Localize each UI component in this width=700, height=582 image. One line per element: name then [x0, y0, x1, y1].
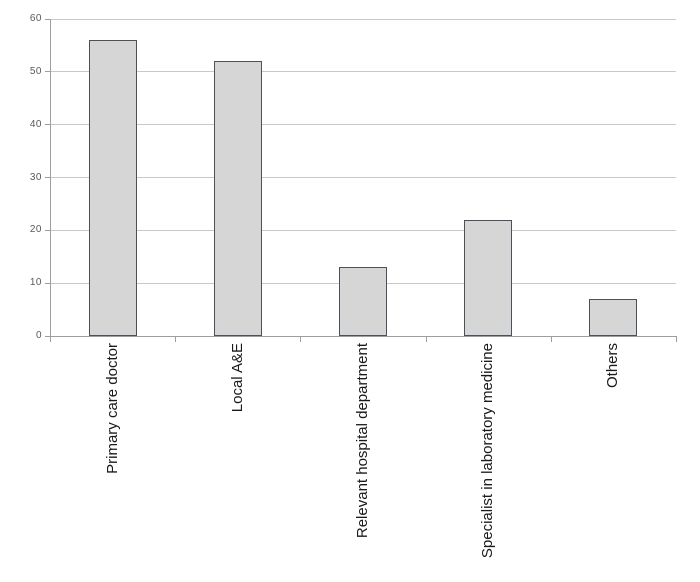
y-axis-tick	[45, 282, 50, 284]
y-gridline	[50, 177, 676, 178]
x-axis-tick	[425, 337, 427, 342]
y-axis-tick	[45, 71, 50, 73]
y-axis-tick-label: 50	[29, 65, 42, 77]
bar	[339, 267, 387, 336]
x-axis-category-label: Specialist in laboratory medicine	[479, 343, 497, 559]
y-axis-tick-label: 60	[29, 13, 42, 24]
bar	[213, 61, 262, 336]
y-axis-tick-label: 20	[29, 224, 42, 236]
x-axis-category-label: Others	[604, 343, 622, 389]
x-axis-tick	[676, 337, 677, 342]
bar	[464, 219, 513, 336]
y-axis-tick	[45, 229, 50, 231]
y-gridline	[50, 18, 676, 20]
x-axis-line	[50, 336, 677, 337]
y-gridline	[50, 124, 676, 126]
y-axis-line	[50, 19, 51, 336]
x-axis-tick	[550, 337, 552, 342]
x-axis-category-label: Local A&E	[228, 343, 246, 413]
x-axis-category-label: Relevant hospital department	[354, 343, 371, 539]
x-axis-tick	[300, 337, 302, 342]
y-gridline	[50, 229, 676, 231]
y-axis-tick-label: 40	[29, 118, 42, 130]
y-axis-tick	[45, 18, 50, 20]
y-gridline	[50, 71, 676, 73]
y-axis-tick	[45, 335, 50, 337]
x-axis-tick	[175, 337, 177, 342]
y-axis-tick	[45, 124, 50, 126]
x-axis-category-label: Primary care doctor	[103, 343, 121, 474]
y-axis-tick	[45, 177, 50, 178]
bar	[589, 299, 638, 336]
y-axis-tick-label: 0	[35, 330, 42, 341]
y-axis-tick-label: 10	[29, 277, 42, 289]
x-axis-tick	[50, 337, 51, 342]
y-axis-tick-label: 30	[29, 171, 42, 183]
bar	[88, 40, 137, 336]
